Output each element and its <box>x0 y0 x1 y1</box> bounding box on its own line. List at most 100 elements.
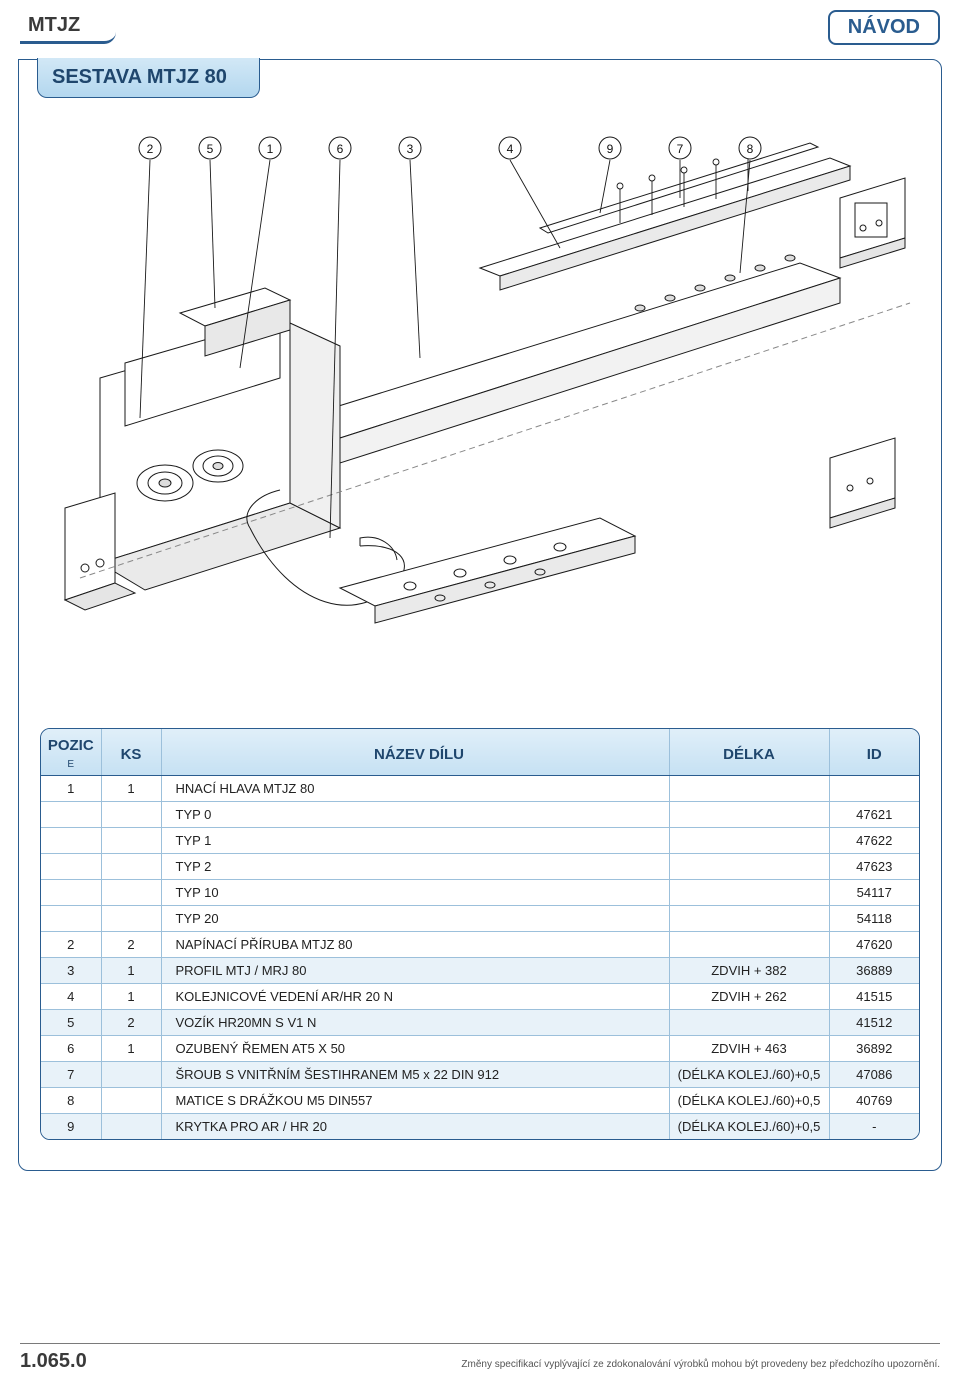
cell: 47620 <box>829 932 919 958</box>
svg-text:2: 2 <box>147 142 154 156</box>
page: MTJZ NÁVOD SESTAVA MTJZ 80 <box>0 0 960 1391</box>
cell <box>669 854 829 880</box>
table-row: 7 ŠROUB S VNITŘNÍM ŠESTIHRANEM M5 x 22 DI… <box>41 1062 919 1088</box>
col-qty: KS <box>101 729 161 776</box>
bom-table-body: 11HNACÍ HLAVA MTJZ 80TYP 047621TYP 14762… <box>41 776 919 1140</box>
callout-balloon: 5 <box>199 137 221 159</box>
table-row: 9KRYTKA PRO AR / HR 20(DÉLKA KOLEJ./60)+… <box>41 1114 919 1140</box>
table-row: TYP 0 47621 <box>41 802 919 828</box>
cell <box>41 880 101 906</box>
exploded-diagram: 2 5 1 6 3 4 9 7 8 <box>40 108 920 708</box>
footer-disclaimer: Změny specifikací vyplývající ze zdokona… <box>461 1359 940 1370</box>
cell <box>669 906 829 932</box>
cell: 7 <box>41 1062 101 1088</box>
cell: 9 <box>41 1114 101 1140</box>
cell <box>669 880 829 906</box>
cell: 47623 <box>829 854 919 880</box>
cell: 1 <box>101 776 161 802</box>
callout-balloon: 8 <box>739 137 761 159</box>
cell: 36889 <box>829 958 919 984</box>
svg-text:8: 8 <box>747 142 754 156</box>
cell: 4 <box>41 984 101 1010</box>
callout-balloon: 2 <box>139 137 161 159</box>
cell: - <box>829 1114 919 1140</box>
cell: 1 <box>101 1036 161 1062</box>
cell <box>101 880 161 906</box>
callout-balloon: 1 <box>259 137 281 159</box>
page-number: 1.065.0 <box>20 1350 87 1373</box>
table-row: TYP 147622 <box>41 828 919 854</box>
bom-table: POZIC E KS NÁZEV DÍLU DÉLKA ID 11HNACÍ H… <box>41 729 919 1139</box>
callout-balloon: 6 <box>329 137 351 159</box>
content-frame: SESTAVA MTJZ 80 <box>18 59 942 1171</box>
cell: 2 <box>101 932 161 958</box>
col-len: DÉLKA <box>669 729 829 776</box>
cell: PROFIL MTJ / MRJ 80 <box>161 958 669 984</box>
svg-text:3: 3 <box>407 142 414 156</box>
table-row: 22NAPÍNACÍ PŘÍRUBA MTJZ 8047620 <box>41 932 919 958</box>
cell <box>101 906 161 932</box>
cell: 54118 <box>829 906 919 932</box>
cell: 2 <box>41 932 101 958</box>
cell <box>669 828 829 854</box>
cell: 5 <box>41 1010 101 1036</box>
table-row: 61OZUBENÝ ŘEMEN AT5 X 50ZDVIH + 46336892 <box>41 1036 919 1062</box>
cell: (DÉLKA KOLEJ./60)+0,5 <box>669 1062 829 1088</box>
col-id: ID <box>829 729 919 776</box>
cell: (DÉLKA KOLEJ./60)+0,5 <box>669 1088 829 1114</box>
cell: TYP 10 <box>161 880 669 906</box>
table-row: 11HNACÍ HLAVA MTJZ 80 <box>41 776 919 802</box>
header-left: MTJZ <box>20 10 116 44</box>
cell: 47621 <box>829 802 919 828</box>
cell: ŠROUB S VNITŘNÍM ŠESTIHRANEM M5 x 22 DIN… <box>161 1062 669 1088</box>
cell: 1 <box>101 958 161 984</box>
cell: 36892 <box>829 1036 919 1062</box>
col-name: NÁZEV DÍLU <box>161 729 669 776</box>
table-row: TYP 247623 <box>41 854 919 880</box>
svg-text:1: 1 <box>267 142 274 156</box>
cell: ZDVIH + 463 <box>669 1036 829 1062</box>
cell <box>41 854 101 880</box>
table-row: 52VOZÍK HR20MN S V1 N41512 <box>41 1010 919 1036</box>
svg-text:5: 5 <box>207 142 214 156</box>
callout-balloon: 4 <box>499 137 521 159</box>
cell: TYP 20 <box>161 906 669 932</box>
cell: 3 <box>41 958 101 984</box>
cell <box>41 906 101 932</box>
cell: 41512 <box>829 1010 919 1036</box>
col-pos: POZIC E <box>41 729 101 776</box>
header-right: NÁVOD <box>828 10 940 45</box>
table-row: 8 MATICE S DRÁŽKOU M5 DIN557(DÉLKA KOLEJ.… <box>41 1088 919 1114</box>
cell: 8 <box>41 1088 101 1114</box>
bom-table-wrap: POZIC E KS NÁZEV DÍLU DÉLKA ID 11HNACÍ H… <box>40 728 920 1140</box>
table-row: 31PROFIL MTJ / MRJ 80ZDVIH + 38236889 <box>41 958 919 984</box>
cell: KOLEJNICOVÉ VEDENÍ AR/HR 20 N <box>161 984 669 1010</box>
svg-text:6: 6 <box>337 142 344 156</box>
cell <box>101 1114 161 1140</box>
callout-balloon: 9 <box>599 137 621 159</box>
cell: 47086 <box>829 1062 919 1088</box>
cell: KRYTKA PRO AR / HR 20 <box>161 1114 669 1140</box>
cell <box>41 828 101 854</box>
cell <box>101 854 161 880</box>
cell: 6 <box>41 1036 101 1062</box>
svg-text:9: 9 <box>607 142 614 156</box>
callout-balloon: 3 <box>399 137 421 159</box>
cell <box>101 828 161 854</box>
table-row: TYP 20 54118 <box>41 906 919 932</box>
svg-text:4: 4 <box>507 142 514 156</box>
cell: ZDVIH + 262 <box>669 984 829 1010</box>
svg-text:7: 7 <box>677 142 684 156</box>
cell: TYP 0 <box>161 802 669 828</box>
cell: 1 <box>41 776 101 802</box>
cell <box>669 932 829 958</box>
cell: MATICE S DRÁŽKOU M5 DIN557 <box>161 1088 669 1114</box>
cell <box>101 1062 161 1088</box>
cell: 1 <box>101 984 161 1010</box>
cell: VOZÍK HR20MN S V1 N <box>161 1010 669 1036</box>
cell <box>101 802 161 828</box>
cell <box>41 802 101 828</box>
cell: TYP 1 <box>161 828 669 854</box>
cell: NAPÍNACÍ PŘÍRUBA MTJZ 80 <box>161 932 669 958</box>
cell <box>669 1010 829 1036</box>
